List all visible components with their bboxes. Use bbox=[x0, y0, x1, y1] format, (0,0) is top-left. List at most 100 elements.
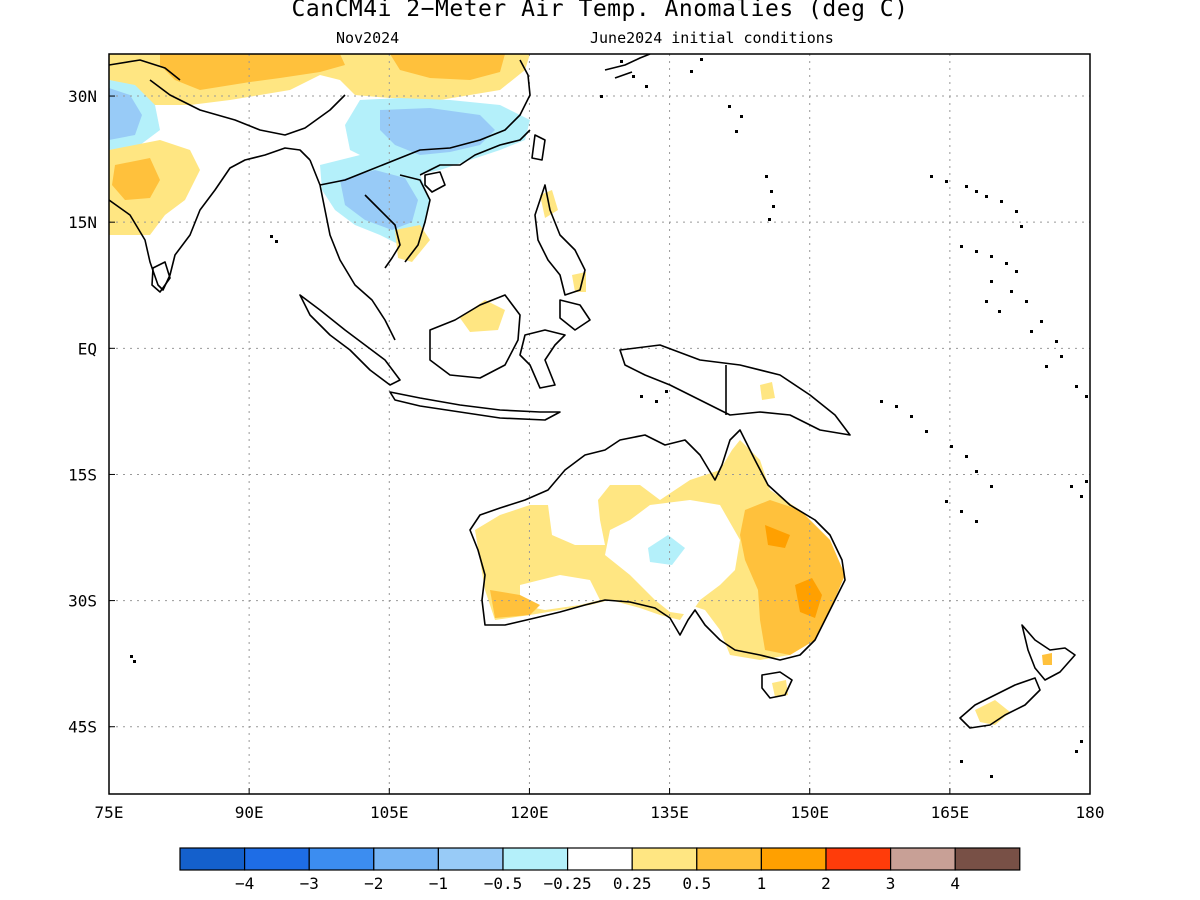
island-markers bbox=[130, 58, 1088, 778]
lon-tick-label: 135E bbox=[650, 803, 689, 822]
colorbar-swatch bbox=[373, 847, 439, 871]
colorbar bbox=[179, 847, 1021, 871]
island-dot bbox=[735, 130, 738, 133]
island-dot bbox=[728, 105, 731, 108]
island-dot bbox=[1075, 750, 1078, 753]
island-dot bbox=[1085, 480, 1088, 483]
island-dot bbox=[600, 95, 603, 98]
lat-tick-label: 30N bbox=[68, 87, 97, 106]
island-dot bbox=[945, 180, 948, 183]
island-dot bbox=[990, 280, 993, 283]
island-dot bbox=[133, 660, 136, 663]
island-dot bbox=[1045, 365, 1048, 368]
island-dot bbox=[130, 655, 133, 658]
lon-tick-label: 120E bbox=[510, 803, 549, 822]
island-dot bbox=[1080, 740, 1083, 743]
initial-conditions: June2024 initial conditions bbox=[590, 29, 834, 47]
lat-tick-label: 45S bbox=[68, 718, 97, 737]
island-dot bbox=[965, 185, 968, 188]
colorbar-swatch bbox=[244, 847, 310, 871]
colorbar-label: −0.25 bbox=[544, 874, 592, 893]
island-dot bbox=[275, 240, 278, 243]
island-dot bbox=[990, 255, 993, 258]
coastlines bbox=[109, 54, 1076, 729]
colorbar-label: −1 bbox=[429, 874, 448, 893]
colorbar-swatch bbox=[308, 847, 375, 871]
colorbar-label: 0.5 bbox=[682, 874, 711, 893]
island-dot bbox=[665, 390, 668, 393]
latitude-axis: 30N 15N EQ 15S 30S 45S bbox=[68, 87, 115, 737]
lon-tick-label: 150E bbox=[790, 803, 829, 822]
colorbar-label: 0.25 bbox=[613, 874, 652, 893]
island-dot bbox=[985, 300, 988, 303]
island-dot bbox=[620, 60, 623, 63]
lat-tick-label: 15N bbox=[68, 213, 97, 232]
island-dot bbox=[990, 775, 993, 778]
island-dot bbox=[1080, 495, 1083, 498]
island-dot bbox=[740, 115, 743, 118]
lon-tick-label: 165E bbox=[931, 803, 970, 822]
lat-tick-label: 15S bbox=[68, 465, 97, 484]
island-dot bbox=[765, 175, 768, 178]
island-dot bbox=[945, 500, 948, 503]
colorbar-swatch bbox=[502, 847, 569, 871]
island-dot bbox=[1075, 385, 1078, 388]
colorbar-label: −2 bbox=[364, 874, 383, 893]
colorbar-swatch bbox=[760, 847, 827, 871]
island-dot bbox=[645, 85, 648, 88]
colorbar-swatch bbox=[179, 847, 246, 871]
island-dot bbox=[1000, 200, 1003, 203]
colorbar-label: 4 bbox=[950, 874, 960, 893]
colorbar-swatch bbox=[631, 847, 698, 871]
island-dot bbox=[1005, 262, 1008, 265]
colorbar-swatch bbox=[566, 847, 633, 871]
island-dot bbox=[690, 70, 693, 73]
island-dot bbox=[1010, 290, 1013, 293]
map-grid bbox=[109, 54, 1090, 794]
island-dot bbox=[910, 415, 913, 418]
island-dot bbox=[895, 405, 898, 408]
island-dot bbox=[270, 235, 273, 238]
colorbar-swatch bbox=[696, 847, 762, 871]
lon-tick-label: 90E bbox=[235, 803, 264, 822]
island-dot bbox=[998, 310, 1001, 313]
island-dot bbox=[1015, 270, 1018, 273]
lon-tick-label: 105E bbox=[370, 803, 409, 822]
island-dot bbox=[985, 195, 988, 198]
island-dot bbox=[632, 75, 635, 78]
island-dot bbox=[1040, 320, 1043, 323]
map-frame bbox=[108, 53, 1091, 795]
colorbar-label: 2 bbox=[821, 874, 831, 893]
island-dot bbox=[975, 520, 978, 523]
colorbar-swatch bbox=[889, 847, 956, 871]
island-dot bbox=[770, 190, 773, 193]
colorbar-swatch bbox=[437, 847, 504, 871]
island-dot bbox=[1085, 395, 1088, 398]
island-dot bbox=[1030, 330, 1033, 333]
island-dot bbox=[1055, 340, 1058, 343]
island-dot bbox=[1025, 300, 1028, 303]
island-dot bbox=[950, 445, 953, 448]
longitude-axis: 75E 90E 105E 120E 135E 150E 165E 180 bbox=[95, 788, 1104, 822]
lon-tick-label: 75E bbox=[95, 803, 124, 822]
forecast-month: Nov2024 bbox=[336, 29, 400, 47]
island-dot bbox=[975, 470, 978, 473]
island-dot bbox=[1015, 210, 1018, 213]
island-dot bbox=[655, 400, 658, 403]
island-dot bbox=[1020, 225, 1023, 228]
island-dot bbox=[1060, 355, 1063, 358]
island-dot bbox=[768, 218, 771, 221]
colorbar-labels: −4 −3 −2 −1 −0.5 −0.25 0.25 0.5 1 2 3 4 bbox=[235, 874, 960, 893]
island-dot bbox=[965, 455, 968, 458]
island-dot bbox=[772, 205, 775, 208]
island-dot bbox=[975, 250, 978, 253]
island-dot bbox=[930, 175, 933, 178]
island-dot bbox=[975, 190, 978, 193]
island-dot bbox=[640, 395, 643, 398]
anomaly-shading bbox=[109, 54, 1052, 725]
colorbar-label: −4 bbox=[235, 874, 254, 893]
colorbar-label: −3 bbox=[300, 874, 319, 893]
island-dot bbox=[960, 245, 963, 248]
colorbar-label: 1 bbox=[757, 874, 767, 893]
